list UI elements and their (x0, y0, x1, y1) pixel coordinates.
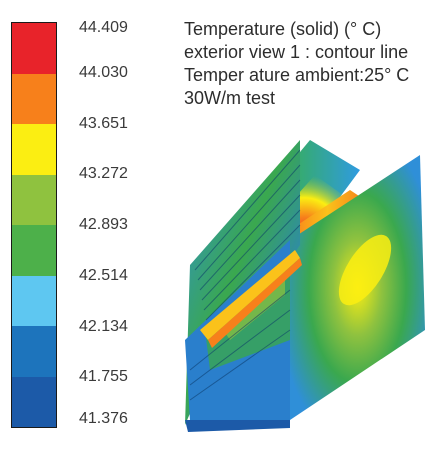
simulation-caption: Temperature (solid) (° C) exterior view … (184, 18, 434, 110)
legend-tick-label: 41.755 (79, 368, 128, 386)
heat-sink-thermal-model (185, 140, 425, 432)
legend-tick-label: 42.134 (79, 317, 128, 335)
legend-band (12, 174, 56, 225)
legend-tick-label: 44.409 (79, 19, 128, 36)
legend-tick-label: 41.376 (79, 410, 128, 427)
caption-view: exterior view 1 : contour line (184, 42, 409, 62)
caption-title: Temperature (solid) (° C) (184, 19, 382, 39)
caption-test: 30W/m test (184, 88, 276, 108)
legend-tick-label: 43.651 (79, 114, 128, 132)
legend-tick-label: 42.514 (79, 266, 128, 284)
legend-band (12, 326, 56, 377)
legend-band (12, 376, 56, 427)
legend-band (12, 23, 56, 74)
color-scale-legend (11, 22, 57, 428)
fin-lines (189, 149, 301, 401)
legend-tick-label: 44.030 (79, 63, 128, 81)
right-wall-hotspot (338, 234, 392, 306)
base-foot (185, 420, 290, 432)
legend-band (12, 73, 56, 124)
legend-band (12, 225, 56, 276)
legend-tick-label: 43.272 (79, 165, 128, 183)
legend-band (12, 275, 56, 326)
caption-ambient: Temper ature ambient:25° C (184, 65, 410, 85)
led-slot (200, 250, 300, 340)
legend-tick-label: 42.893 (79, 216, 128, 233)
legend-band (12, 124, 56, 175)
led-slot-edge (208, 258, 302, 348)
